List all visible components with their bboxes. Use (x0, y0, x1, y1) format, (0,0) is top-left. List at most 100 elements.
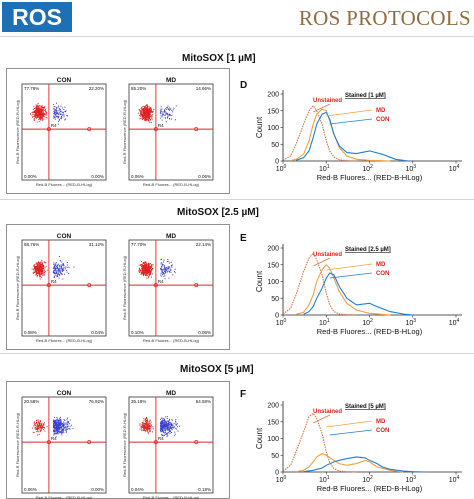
scatter-3-con-event (38, 422, 40, 424)
scatter-1-md-event (142, 111, 144, 113)
scatter-2-con-event (56, 268, 58, 270)
scatter-1-md-event (169, 109, 170, 111)
scatter-3-con-event (55, 430, 57, 432)
scatter-3-con-event (53, 419, 55, 421)
scatter-3-md-event (174, 431, 176, 433)
scatter-2-md-event (164, 265, 166, 267)
histogram-e-x-tick-exponent: 4 (457, 318, 460, 324)
scatter-3-con-event (43, 424, 45, 426)
scatter-3-md-event (161, 421, 163, 423)
scatter-1-con-event (37, 115, 39, 117)
scatter-1-md-event (146, 113, 148, 115)
scatter-3-md-event (143, 429, 145, 431)
scatter-1-con-event (43, 116, 45, 118)
scatter-3-con-event (59, 431, 61, 433)
scatter-1-con-gate-handle (46, 127, 51, 132)
scatter-3-con-event (57, 430, 59, 432)
scatter-3-con-event (55, 433, 57, 435)
scatter-3-con-event (55, 425, 57, 427)
scatter-1-md-event (141, 109, 143, 111)
scatter-2-con-event (47, 269, 49, 271)
scatter-3-con-event (61, 422, 63, 424)
scatter-2-con-event (41, 270, 43, 272)
scatter-2-md-event (165, 269, 167, 271)
scatter-3-con-event (43, 429, 45, 431)
scatter-2-con-event (56, 273, 58, 274)
histogram-d-x-tick-exponent: 4 (457, 164, 460, 170)
histogram-f-series-con (303, 456, 426, 473)
scatter-1-md-y-label: Red-R Fluorescence (RED-R-HLog) (122, 99, 127, 164)
scatter-1-md-event (147, 112, 149, 114)
scatter-3-md-event (148, 432, 149, 434)
scatter-1-md-event (167, 115, 169, 117)
scatter-3-md-event (141, 426, 143, 428)
scatter-3-con-event (40, 427, 42, 429)
scatter-3-con-event (66, 426, 68, 428)
scatter-2-md-event (143, 263, 145, 265)
scatter-2-md-event (160, 272, 162, 274)
scatter-2-con-event (63, 265, 65, 267)
scatter-1-con-event (36, 111, 37, 113)
scatter-3-con-event (39, 427, 41, 429)
scatter-1-md-event (148, 106, 150, 108)
histogram-e-y-tick-label: 50 (271, 296, 279, 303)
scatter-1-md-event (145, 115, 147, 117)
scatter-2-md-gate-handle (153, 283, 158, 288)
scatter-2-md-event (165, 269, 167, 270)
histogram-e-series-con (303, 272, 413, 316)
scatter-2-con-event (39, 268, 41, 270)
scatter-1-md-event (165, 112, 167, 114)
scatter-3-con-event (32, 431, 34, 433)
scatter-1-con-event (53, 110, 55, 112)
scatter-1-con-event (36, 113, 38, 115)
scatter-1-con-event (41, 107, 43, 109)
scatter-2-con-plot (21, 239, 107, 337)
scatter-1-md-event (145, 119, 147, 120)
scatter-3-con-event (62, 424, 64, 426)
scatter-3-md-event (143, 418, 145, 420)
scatter-2-con-event (34, 272, 36, 274)
scatter-1-con-event (56, 108, 58, 110)
scatter-2-con-event (36, 265, 38, 267)
scatter-1-md-event (169, 109, 171, 110)
scatter-2-con-event (33, 270, 35, 272)
scatter-1-md-group-label: MD (166, 77, 176, 84)
scatter-3-md-event (168, 425, 169, 427)
scatter-1-md-event (152, 111, 154, 113)
scatter-3-con-event (69, 426, 71, 428)
histogram-e-x-tick-exponent: 2 (370, 318, 373, 324)
scatter-3-md-event (149, 423, 151, 424)
scatter-3-md-event (145, 430, 147, 432)
histogram-d-y-tick-label: 150 (267, 108, 279, 115)
scatter-1-con-event (53, 108, 55, 110)
scatter-1-con-event (57, 105, 59, 107)
scatter-2-md-event (145, 264, 146, 266)
scatter-1-con-event (38, 107, 40, 109)
scatter-1-md-event (145, 109, 147, 111)
scatter-1-md-event (174, 119, 176, 121)
scatter-3-con-event (46, 425, 48, 427)
scatter-3-md-event (147, 431, 149, 433)
scatter-2-con-event (61, 264, 63, 266)
scatter-2-md-event (144, 261, 146, 263)
scatter-2-md-event (164, 273, 166, 275)
scatter-1-con-quadrant-ur: 22.20% (89, 86, 104, 91)
scatter-2-con-event (35, 267, 37, 269)
scatter-2-md-quadrant-ul: 77.70% (131, 242, 146, 247)
scatter-2-md-event (161, 263, 163, 265)
scatter-3-con-event (36, 428, 38, 430)
scatter-3-con-event (67, 425, 69, 427)
scatter-2-md-event (141, 269, 143, 271)
scatter-1-con-y-label: Red-R Fluorescence (RED-R-HLog) (15, 99, 20, 164)
scatter-1-md-event (148, 117, 150, 119)
scatter-2-con-event (65, 266, 67, 268)
scatter-3-md-quadrant-ll: 0.04% (131, 487, 144, 492)
scatter-1-md-event (145, 117, 147, 119)
scatter-1-md-event (161, 108, 163, 110)
scatter-1-md-gate-label: R4 (158, 123, 164, 128)
scatter-1-md-event (150, 109, 151, 111)
histogram-f-md-pointer (326, 420, 373, 428)
scatter-1-con-event (53, 115, 55, 117)
scatter-3-md-event (146, 428, 148, 430)
scatter-3-md-event (166, 429, 168, 431)
